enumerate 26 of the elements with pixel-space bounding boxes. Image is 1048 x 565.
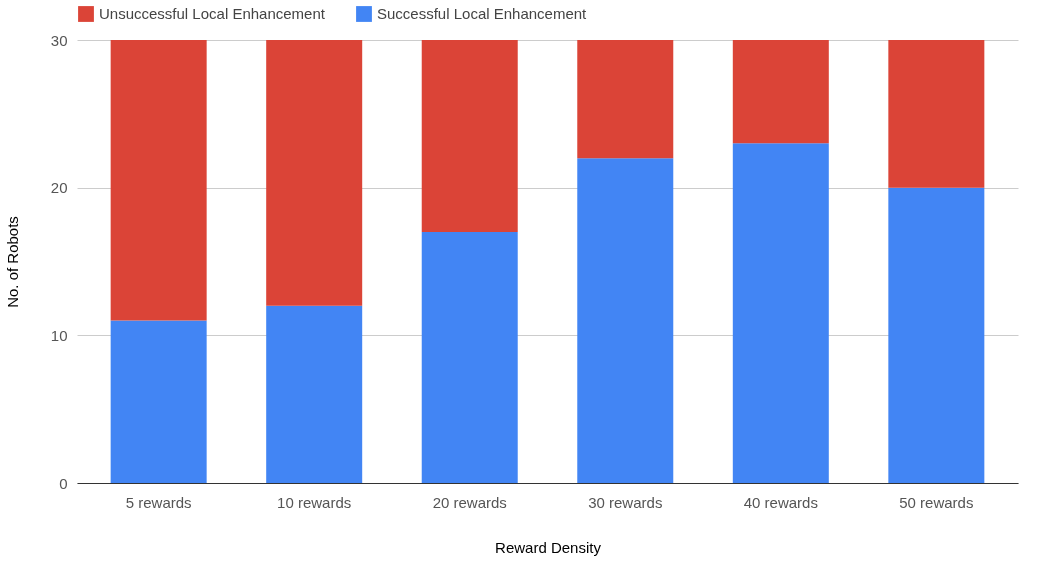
legend-label: Unsuccessful Local Enhancement xyxy=(99,5,326,22)
bar xyxy=(732,40,829,144)
bar xyxy=(732,143,829,483)
bar xyxy=(266,305,363,483)
bar xyxy=(266,40,363,306)
x-tick-label: 40 rewards xyxy=(743,493,818,511)
y-tick-label: 30 xyxy=(50,31,68,49)
y-axis-title: No. of Robots xyxy=(3,216,21,308)
x-tick-label: 50 rewards xyxy=(899,493,974,511)
bar xyxy=(110,40,207,321)
x-tick-label: 30 rewards xyxy=(588,493,663,511)
legend-label: Successful Local Enhancement xyxy=(377,5,588,22)
y-tick-label: 10 xyxy=(50,326,68,344)
bar xyxy=(577,40,674,159)
x-tick-label: 5 rewards xyxy=(125,493,192,511)
y-tick-label: 0 xyxy=(59,474,68,492)
bar xyxy=(888,40,985,188)
y-tick-label: 20 xyxy=(50,179,68,197)
bar xyxy=(577,158,674,483)
x-axis-title: Reward Density xyxy=(495,538,602,556)
x-tick-label: 20 rewards xyxy=(432,493,507,511)
bar xyxy=(110,320,207,483)
x-tick-label: 10 rewards xyxy=(277,493,352,511)
bar xyxy=(888,187,985,483)
bar xyxy=(421,40,518,232)
bar xyxy=(421,231,518,483)
